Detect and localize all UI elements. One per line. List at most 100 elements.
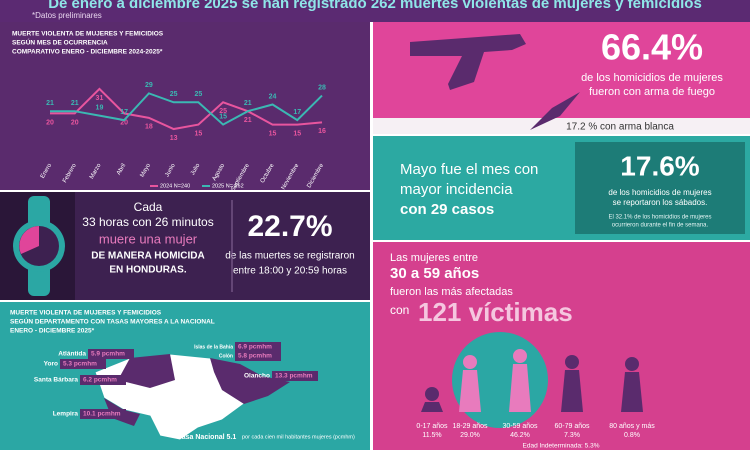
department-rate: 5.8 pcmhm <box>238 353 272 360</box>
ages-undetermined: Edad Indeterminada: 5.3% <box>523 443 600 450</box>
department-name: Colón <box>219 353 233 359</box>
person-head <box>463 355 477 369</box>
ages-text: fueron las más afectadas <box>390 286 513 298</box>
series-line <box>50 92 323 126</box>
department-rate: 10.1 pcmhm <box>83 411 121 418</box>
rate-badge <box>80 409 126 419</box>
month-text: mayor incidencia <box>400 181 513 198</box>
rate-badge <box>235 351 281 361</box>
data-label: 16 <box>318 128 326 135</box>
ages-text: Las mujeres entre <box>390 252 478 264</box>
banner-title: De enero a diciembre 2025 se han registr… <box>48 0 702 12</box>
month-detail: de los homicidios de mujeres <box>608 188 711 197</box>
frequency-text: DE MANERA HOMICIDA <box>91 251 205 262</box>
data-label: 15 <box>194 130 202 137</box>
knife-icon <box>530 92 580 130</box>
age-label: 80 años y más <box>609 423 655 430</box>
data-label: 21 <box>244 117 252 124</box>
data-label: 25 <box>219 108 227 115</box>
department-rate: 5.3 pcmhm <box>63 361 97 368</box>
person-body <box>509 364 531 412</box>
person-head <box>513 349 527 363</box>
weapon-percent: 66.4% <box>601 27 703 68</box>
month-text: con 29 casos <box>400 201 494 218</box>
person-head <box>625 357 639 371</box>
department-name: Santa Bárbara <box>34 377 78 384</box>
frequency-text: EN HONDURAS. <box>109 265 186 276</box>
map-title: MUERTE VIOLENTA DE MUJERES Y FEMICIDIOS <box>10 310 162 317</box>
data-label: 17 <box>293 109 301 116</box>
department-rate: 6.2 pcmhm <box>83 377 117 384</box>
person-body <box>621 372 643 412</box>
data-label: 20 <box>120 119 128 126</box>
department-rate: 5.9 pcmhm <box>91 351 125 358</box>
person-body <box>459 370 481 412</box>
legend-label: 2024 N=240 <box>160 183 190 189</box>
data-label: 24 <box>269 93 277 100</box>
frequency-text: 33 horas con 26 minutos <box>82 215 213 229</box>
ages-text: con <box>390 303 409 317</box>
rate-badge <box>235 342 281 352</box>
chart-title: COMPARATIVO ENERO - DICIEMBRE 2024-2025* <box>12 49 163 56</box>
person-head <box>425 387 439 401</box>
map-title: SEGÚN DEPARTAMENTO CON TASAS MAYORES A L… <box>10 317 215 326</box>
age-percent: 7.3% <box>564 432 580 439</box>
age-percent: 0.8% <box>624 432 640 439</box>
age-percent: 29.0% <box>460 432 480 439</box>
department-name: Islas de la Bahía <box>194 344 233 350</box>
frequency-percent: 22.7% <box>247 210 332 243</box>
department-name: Yoro <box>44 361 58 368</box>
gun-icon <box>410 34 526 90</box>
age-label: 60-79 años <box>554 423 590 430</box>
ages-bg <box>373 242 750 450</box>
person-head <box>565 355 579 369</box>
month-note: El 32.1% de los homicidios de mujeres <box>608 215 711 221</box>
department-name: Atlántida <box>58 351 86 358</box>
frequency-text: Cada <box>134 200 163 214</box>
person-body <box>421 402 443 412</box>
data-label: 13 <box>170 135 178 142</box>
department-rate: 13.3 pcmhm <box>275 373 313 380</box>
month-text: Mayo fue el mes con <box>400 161 538 178</box>
x-tick-label: Abril <box>116 163 127 176</box>
month-box <box>575 142 745 234</box>
map-national-note: por cada cien mil habitantes mujeres (pc… <box>242 434 355 440</box>
data-label: 25 <box>170 91 178 98</box>
weapon-strip <box>373 118 750 134</box>
rate-badge <box>88 349 134 359</box>
month-note: ocurrieron durante el fin de semana. <box>612 223 709 229</box>
rate-badge <box>272 371 318 381</box>
data-label: 20 <box>46 119 54 126</box>
chart-bg <box>0 22 370 190</box>
map-national: Tasa Nacional 5.1 <box>178 434 236 441</box>
x-tick-label: Julio <box>190 162 202 176</box>
data-label: 19 <box>96 105 104 112</box>
banner-bg <box>0 0 750 22</box>
age-percent: 46.2% <box>510 432 530 439</box>
banner-note: *Datos preliminares <box>32 11 102 20</box>
month-detail: se reportaron los sábados. <box>613 198 708 207</box>
department-rate: 6.9 pcmhm <box>238 344 272 351</box>
age-label: 0-17 años <box>416 423 448 430</box>
weapon-secondary: 17.2 % con arma blanca <box>566 122 674 133</box>
frequency-detail: entre 18:00 y 20:59 horas <box>233 266 347 277</box>
data-label: 31 <box>96 95 104 102</box>
chart-title: MUERTE VIOLENTA DE MUJERES Y FEMICIDIOS <box>12 31 164 38</box>
ages-count: 121 víctimas <box>418 297 573 327</box>
data-label: 15 <box>219 113 227 120</box>
person-body <box>561 370 583 412</box>
rate-badge <box>60 359 106 369</box>
age-percent: 11.5% <box>422 432 441 439</box>
rate-badge <box>80 375 126 385</box>
weapon-text: de los homicidios de mujeres <box>581 72 723 84</box>
data-label: 17 <box>120 109 128 116</box>
data-label: 28 <box>318 84 326 91</box>
data-label: 15 <box>293 130 301 137</box>
legend-label: 2025 N= 262 <box>212 183 244 189</box>
age-label: 30-59 años <box>502 423 538 430</box>
data-label: 29 <box>145 82 153 89</box>
data-label: 18 <box>145 124 153 131</box>
watch-sector <box>19 226 39 254</box>
data-label: 21 <box>46 100 54 107</box>
map-region <box>210 358 290 404</box>
